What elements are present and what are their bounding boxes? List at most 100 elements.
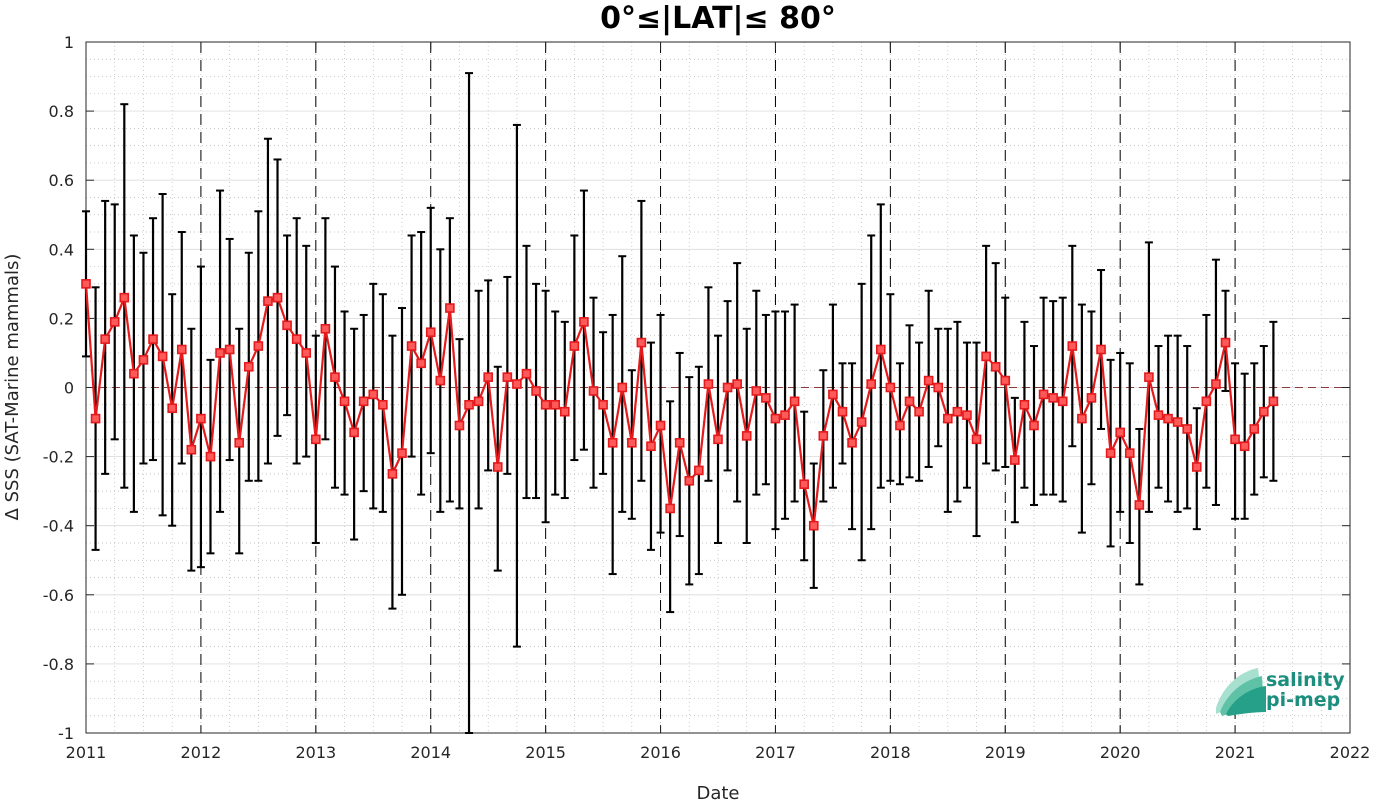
- logo-waves-icon: [1216, 668, 1266, 716]
- data-point-marker: [1029, 420, 1039, 431]
- x-tick-label: 2021: [1215, 743, 1256, 762]
- data-point-marker: [119, 292, 130, 303]
- y-tick-label: -0.4: [43, 517, 74, 536]
- y-tick-label: -0.8: [43, 655, 74, 674]
- data-point-marker: [1201, 396, 1212, 407]
- logo-text-salinity: salinity: [1266, 669, 1345, 691]
- data-point-marker: [531, 386, 541, 396]
- data-point-marker: [358, 396, 369, 407]
- data-point-marker: [100, 334, 110, 344]
- data-point-marker: [521, 368, 532, 379]
- data-point-marker: [770, 413, 781, 424]
- data-point-marker: [703, 379, 714, 389]
- x-tick-label: 2016: [640, 743, 681, 762]
- y-tick-labels: 1 0.8 0.6 0.4 0.2 0 -0.2 -0.4 -0.6 -0.8 -1: [43, 33, 74, 743]
- data-point-marker: [808, 520, 819, 531]
- data-point-marker: [473, 396, 484, 407]
- data-point-marker: [540, 399, 551, 410]
- data-point-marker: [761, 393, 771, 403]
- data-point-marker: [282, 320, 292, 331]
- data-point-marker: [665, 503, 675, 514]
- series-markers: [81, 279, 1279, 531]
- data-point-marker: [492, 462, 503, 472]
- data-point-marker: [205, 451, 216, 462]
- data-point-marker: [1191, 462, 1202, 472]
- data-point-marker: [454, 420, 465, 431]
- x-tick-label: 2014: [410, 743, 451, 762]
- data-point-marker: [847, 437, 857, 448]
- data-point-marker: [943, 413, 953, 424]
- data-point-marker: [109, 317, 120, 327]
- data-point-marker: [502, 372, 513, 382]
- x-tick-labels: 2011 2012 2013 2014 2015 2016 2017 2018 2019 2020…: [66, 743, 1371, 762]
- data-point-marker: [483, 372, 493, 382]
- data-point-marker: [397, 448, 407, 458]
- data-point-marker: [866, 379, 877, 389]
- data-point-marker: [138, 355, 149, 365]
- data-point-marker: [789, 396, 800, 407]
- data-point-marker: [1239, 441, 1250, 452]
- data-point-marker: [684, 475, 695, 486]
- data-point-marker: [1105, 448, 1116, 458]
- x-tick-label: 2013: [295, 743, 336, 762]
- data-point-marker: [416, 358, 426, 369]
- data-point-marker: [895, 420, 905, 431]
- x-tick-label: 2018: [870, 743, 911, 762]
- data-point-marker: [636, 337, 647, 348]
- data-point-marker: [378, 399, 388, 410]
- data-point-marker: [435, 375, 446, 386]
- data-point-marker: [330, 372, 340, 382]
- data-point-marker: [1182, 424, 1193, 434]
- data-point-marker: [272, 292, 283, 303]
- data-point-marker: [1153, 410, 1164, 420]
- data-point-marker: [512, 379, 522, 389]
- x-tick-label: 2015: [525, 743, 566, 762]
- data-point-marker: [694, 465, 704, 476]
- y-tick-label: 0.8: [49, 102, 74, 121]
- y-tick-label: 0.2: [49, 309, 74, 328]
- salinity-pi-mep-logo: salinity pi-mep: [1216, 668, 1345, 716]
- data-point-marker: [320, 323, 331, 334]
- y-tick-label: -0.2: [43, 448, 74, 467]
- data-point-marker: [1000, 375, 1011, 386]
- data-point-marker: [243, 361, 254, 372]
- data-point-marker: [780, 410, 790, 420]
- data-point-marker: [952, 406, 963, 417]
- data-point-marker: [713, 434, 723, 445]
- data-point-marker: [157, 351, 168, 362]
- data-point-marker: [215, 348, 225, 358]
- data-point-marker: [1211, 379, 1221, 389]
- data-point-marker: [1163, 413, 1173, 424]
- data-point-marker: [971, 434, 982, 445]
- data-point-marker: [406, 341, 417, 351]
- data-point-marker: [176, 344, 187, 355]
- data-point-marker: [291, 334, 302, 344]
- data-point-marker: [464, 399, 474, 410]
- data-point-marker: [617, 382, 628, 393]
- data-point-marker: [1077, 413, 1087, 424]
- data-point-marker: [741, 431, 752, 441]
- data-point-marker: [1249, 424, 1260, 434]
- data-point-marker: [559, 406, 570, 417]
- data-point-marker: [751, 386, 762, 396]
- data-point-marker: [1172, 417, 1183, 427]
- data-point-marker: [856, 417, 867, 427]
- data-point-marker: [1096, 344, 1106, 355]
- data-point-marker: [550, 399, 561, 410]
- data-point-marker: [1134, 500, 1145, 510]
- x-tick-label: 2020: [1100, 743, 1141, 762]
- data-point-marker: [579, 317, 589, 327]
- x-tick-label: 2019: [985, 743, 1026, 762]
- data-point-marker: [722, 382, 733, 393]
- data-point-marker: [1259, 406, 1269, 417]
- x-tick-label: 2022: [1330, 743, 1371, 762]
- data-point-marker: [598, 399, 608, 410]
- data-point-marker: [875, 344, 886, 355]
- logo-text-pi-mep: pi-mep: [1266, 689, 1340, 711]
- y-tick-label: 0: [64, 379, 74, 398]
- data-point-marker: [349, 427, 359, 438]
- data-point-marker: [425, 327, 436, 338]
- data-point-marker: [674, 437, 685, 448]
- data-point-marker: [263, 296, 273, 306]
- data-point-marker: [828, 389, 838, 400]
